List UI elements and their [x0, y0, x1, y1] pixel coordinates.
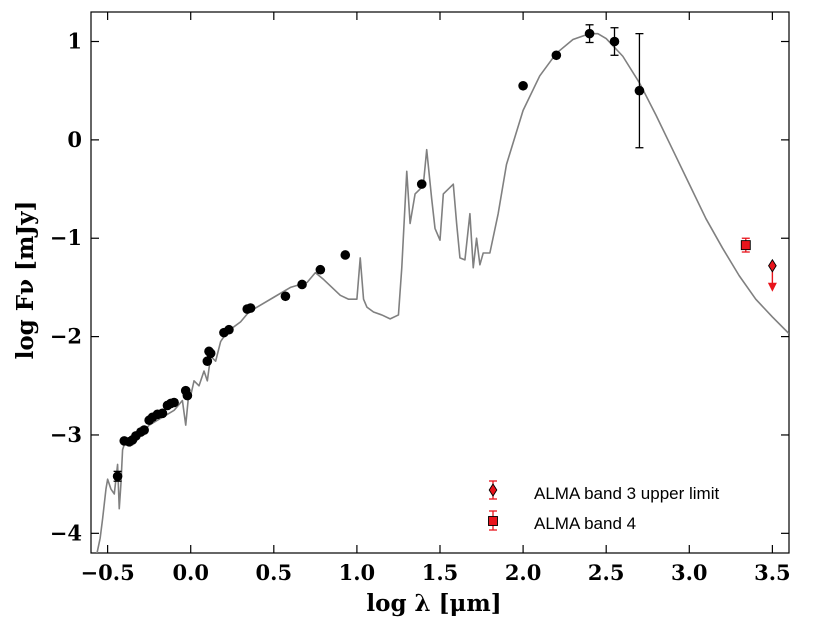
photometry-point: [157, 408, 168, 419]
x-tick-label: −0.5: [81, 560, 135, 585]
y-axis-title: log Fν [mJy]: [12, 201, 39, 360]
photometry-point: [224, 324, 234, 335]
x-tick-label: 1.0: [339, 560, 376, 585]
photometry-point: [634, 85, 645, 96]
y-tick-label: 1: [67, 29, 82, 54]
x-tick-label: 1.5: [422, 560, 459, 585]
legend-label-band3: ALMA band 3 upper limit: [534, 484, 719, 503]
x-tick-label: 3.5: [754, 560, 791, 585]
photometry-point: [202, 356, 213, 366]
legend-item-band3: ALMA band 3 upper limit: [488, 480, 719, 503]
photometry-point: [112, 471, 123, 482]
photometry-point: [315, 264, 326, 275]
alma-layer: [740, 237, 777, 292]
photometry-point: [584, 28, 595, 39]
photometry-point: [205, 348, 216, 359]
photometry-point: [297, 279, 307, 290]
axes-frame: [90, 11, 790, 554]
legend-marker-band4: [488, 510, 498, 531]
ticks-layer: −0.5 0.0 0.5 1.0 1.5 2.0 2.5 3.0 3.5 1 0 −1 −2 −3 −4: [50, 12, 791, 585]
x-tick-label: 2.0: [505, 560, 542, 585]
y-tick-label: −4: [50, 520, 82, 545]
legend-marker-band3: [488, 480, 498, 500]
legend-label-band4: ALMA band 4: [534, 514, 636, 533]
alma-band3-arrow-head: [767, 282, 777, 292]
x-tick-label: 2.5: [588, 560, 625, 585]
legend-band3-diamond: [488, 483, 498, 497]
y-tick-label: −1: [50, 225, 82, 250]
legend: ALMA band 3 upper limit ALMA band 4: [488, 480, 719, 533]
plot-frame: [90, 11, 790, 554]
photometry-point: [245, 303, 256, 313]
y-tick-label: −3: [50, 422, 82, 447]
photometry-point: [169, 397, 179, 408]
photometry-point: [280, 291, 291, 302]
photometry-point: [340, 250, 351, 260]
x-tick-label: 0.5: [256, 560, 293, 585]
x-tick-label: 3.0: [671, 560, 708, 585]
photometry-layer: [112, 24, 645, 482]
photometry-point: [416, 179, 427, 189]
alma-band4-point: [740, 240, 751, 251]
model-sed-line: [96, 32, 789, 553]
legend-item-band4: ALMA band 4: [488, 510, 636, 533]
legend-band4-square: [488, 516, 498, 526]
photometry-point: [609, 36, 620, 47]
y-tick-label: 0: [67, 127, 82, 152]
photometry-point: [518, 80, 528, 91]
photometry-point: [182, 390, 193, 401]
x-axis-title: log λ [μm]: [366, 590, 501, 617]
model-layer: [96, 32, 789, 553]
photometry-point: [551, 50, 562, 61]
photometry-point: [139, 425, 149, 435]
alma-band3-point: [768, 258, 777, 273]
x-tick-label: 0.0: [172, 560, 209, 585]
y-tick-label: −2: [50, 324, 82, 349]
